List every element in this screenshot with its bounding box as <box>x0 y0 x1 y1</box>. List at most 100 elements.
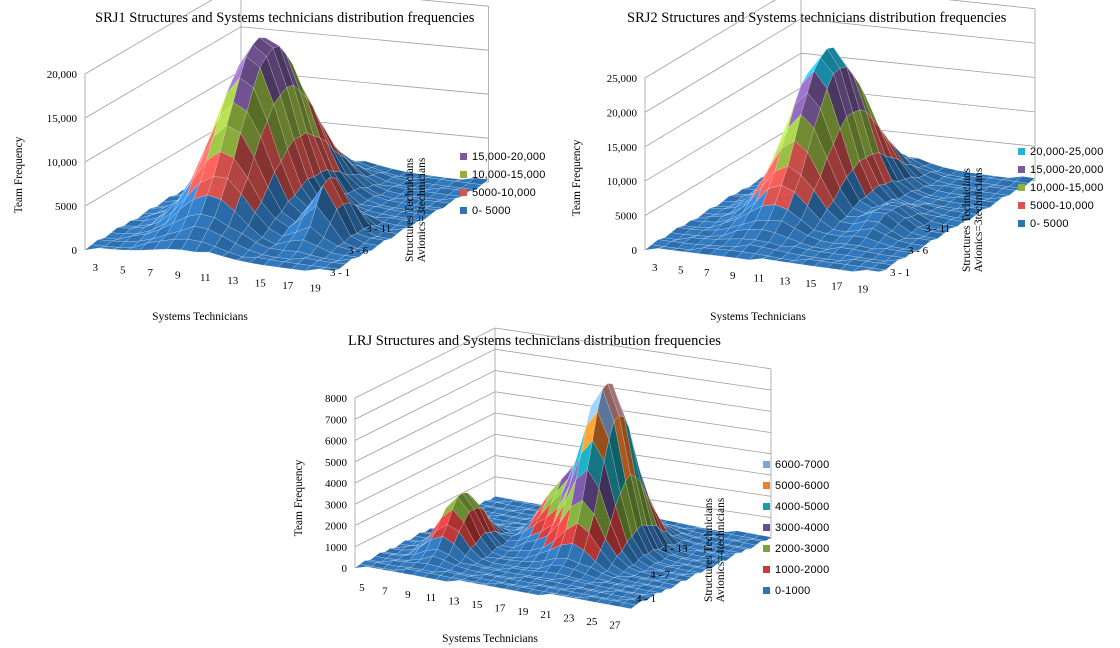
y-axis-label: Team Frequency <box>293 459 305 536</box>
x-tick-label: 9 <box>175 270 181 282</box>
legend-entry: 5000-10,000 <box>1030 200 1094 212</box>
legend-swatch <box>1018 184 1025 191</box>
depth-tick-label: 4 - 13 <box>662 543 688 555</box>
x-tick-label: 9 <box>730 270 736 282</box>
surface <box>644 47 1036 272</box>
y-tick-label: 20,000 <box>607 107 638 119</box>
legend-swatch <box>763 461 770 468</box>
x-tick-label: 7 <box>704 267 710 279</box>
surface <box>354 383 772 609</box>
y-axis-label: Team Frequency <box>571 139 583 216</box>
y-tick-label: 0 <box>342 563 348 575</box>
x-tick-label: 21 <box>540 609 551 621</box>
x-tick-label: 7 <box>382 585 388 597</box>
chart-title: SRJ1 Structures and Systems technicians … <box>95 10 475 26</box>
x-tick-label: 17 <box>831 281 843 293</box>
x-tick-label: 13 <box>448 596 460 608</box>
y-tick-label: 5000 <box>325 457 348 469</box>
legend-entry: 10,000-15,000 <box>1030 182 1104 194</box>
legend-swatch <box>460 207 467 214</box>
x-tick-label: 19 <box>857 283 869 295</box>
legend-entry: 2000-3000 <box>775 543 829 555</box>
y-tick-label: 15,000 <box>47 113 78 125</box>
legend-entry: 5000-6000 <box>775 480 829 492</box>
y-tick-label: 25,000 <box>607 73 638 85</box>
x-tick-label: 5 <box>678 265 684 277</box>
legend-swatch <box>1018 148 1025 155</box>
y-tick-label: 20,000 <box>47 69 78 81</box>
legend-swatch <box>1018 166 1025 173</box>
y-tick-label: 15,000 <box>607 142 638 154</box>
chart-3: LRJ Structures and Systems technicians d… <box>293 327 829 645</box>
x-tick-label: 5 <box>120 264 126 276</box>
y-tick-label: 8000 <box>325 393 348 405</box>
legend-entry: 3000-4000 <box>775 522 829 534</box>
depth-axis-label-line1: Structures Technicians <box>703 497 715 602</box>
depth-tick-label: 3 - 11 <box>366 223 391 235</box>
legend-swatch <box>1018 220 1025 227</box>
y-axis-label: Team Frequency <box>13 136 25 213</box>
legend-swatch <box>460 171 467 178</box>
depth-tick-label: 3 - 6 <box>348 245 369 257</box>
depth-axis-label: Structures Technicians Avionics=4technici… <box>703 497 727 602</box>
depth-axis-label-line2: Avionics=3technicians <box>416 157 428 262</box>
surface-cell <box>318 267 340 271</box>
legend-entry: 5000-10,000 <box>472 187 536 199</box>
y-tick-label: 10,000 <box>47 157 78 169</box>
legend-entry: 0-1000 <box>775 585 810 597</box>
legend-entry: 20,000-25,000 <box>1030 146 1104 158</box>
x-tick-label: 17 <box>494 602 506 614</box>
surface <box>84 37 489 272</box>
x-tick-label: 15 <box>471 599 483 611</box>
y-tick-label: 5000 <box>55 201 78 213</box>
depth-tick-label: 3 - 11 <box>925 223 950 235</box>
depth-tick-label: 3 - 1 <box>330 267 350 279</box>
x-tick-label: 7 <box>148 267 154 279</box>
y-tick-label: 10,000 <box>607 176 638 188</box>
x-tick-label: 13 <box>779 275 791 287</box>
y-tick-label: 3000 <box>325 499 348 511</box>
depth-tick-label: 3 - 6 <box>908 245 929 257</box>
legend-entry: 0- 5000 <box>1030 218 1069 230</box>
legend: 15,000-20,000 10,000-15,000 5000-10,000 0- … <box>460 151 546 217</box>
x-tick-label: 11 <box>200 272 211 284</box>
x-tick-label: 19 <box>517 606 529 618</box>
x-axis-label: Systems Technicians <box>442 633 538 645</box>
legend-swatch <box>763 503 770 510</box>
chart-2: SRJ2 Structures and Systems technicians … <box>571 0 1104 323</box>
x-tick-label: 27 <box>609 619 621 631</box>
legend-entry: 10,000-15,000 <box>472 169 546 181</box>
x-tick-label: 17 <box>282 280 294 292</box>
depth-axis-label-line1: Structures Technicians <box>961 167 973 272</box>
x-tick-label: 5 <box>359 582 365 594</box>
surface-cell <box>865 268 886 272</box>
x-tick-label: 3 <box>93 262 99 274</box>
legend-swatch <box>460 189 467 196</box>
legend: 20,000-25,000 15,000-20,000 10,000-15,000 5… <box>1018 146 1104 230</box>
x-tick-label: 15 <box>255 277 267 289</box>
x-tick-label: 11 <box>754 273 765 285</box>
legend-entry: 4000-5000 <box>775 501 829 513</box>
depth-axis-label-line2: Avionics=3technicians <box>973 167 985 272</box>
x-axis-label: Systems Technicians <box>152 311 248 323</box>
chart-1: SRJ1 Structures and Systems technicians … <box>13 0 546 323</box>
legend-entry: 6000-7000 <box>775 459 829 471</box>
y-tick-label: 5000 <box>615 211 638 223</box>
depth-tick-label: 4 - 1 <box>636 593 656 605</box>
y-tick-label: 7000 <box>325 414 348 426</box>
x-axis-label: Systems Technicians <box>710 311 806 323</box>
y-tick-label: 6000 <box>325 436 348 448</box>
x-tick-label: 3 <box>652 262 658 274</box>
depth-axis-label: Structures Technicians Avionics=3technici… <box>961 167 985 272</box>
chart-title: SRJ2 Structures and Systems technicians … <box>627 10 1007 26</box>
legend-swatch <box>460 153 467 160</box>
x-tick-label: 11 <box>426 592 437 604</box>
x-tick-label: 15 <box>805 278 817 290</box>
y-tick-label: 0 <box>632 245 638 257</box>
depth-axis-label-line2: Avionics=4technicians <box>715 497 727 602</box>
legend-entry: 1000-2000 <box>775 564 829 576</box>
legend-entry: 0- 5000 <box>472 205 511 217</box>
y-tick-label: 4000 <box>325 478 348 490</box>
depth-tick-label: 4 - 7 <box>650 569 671 581</box>
